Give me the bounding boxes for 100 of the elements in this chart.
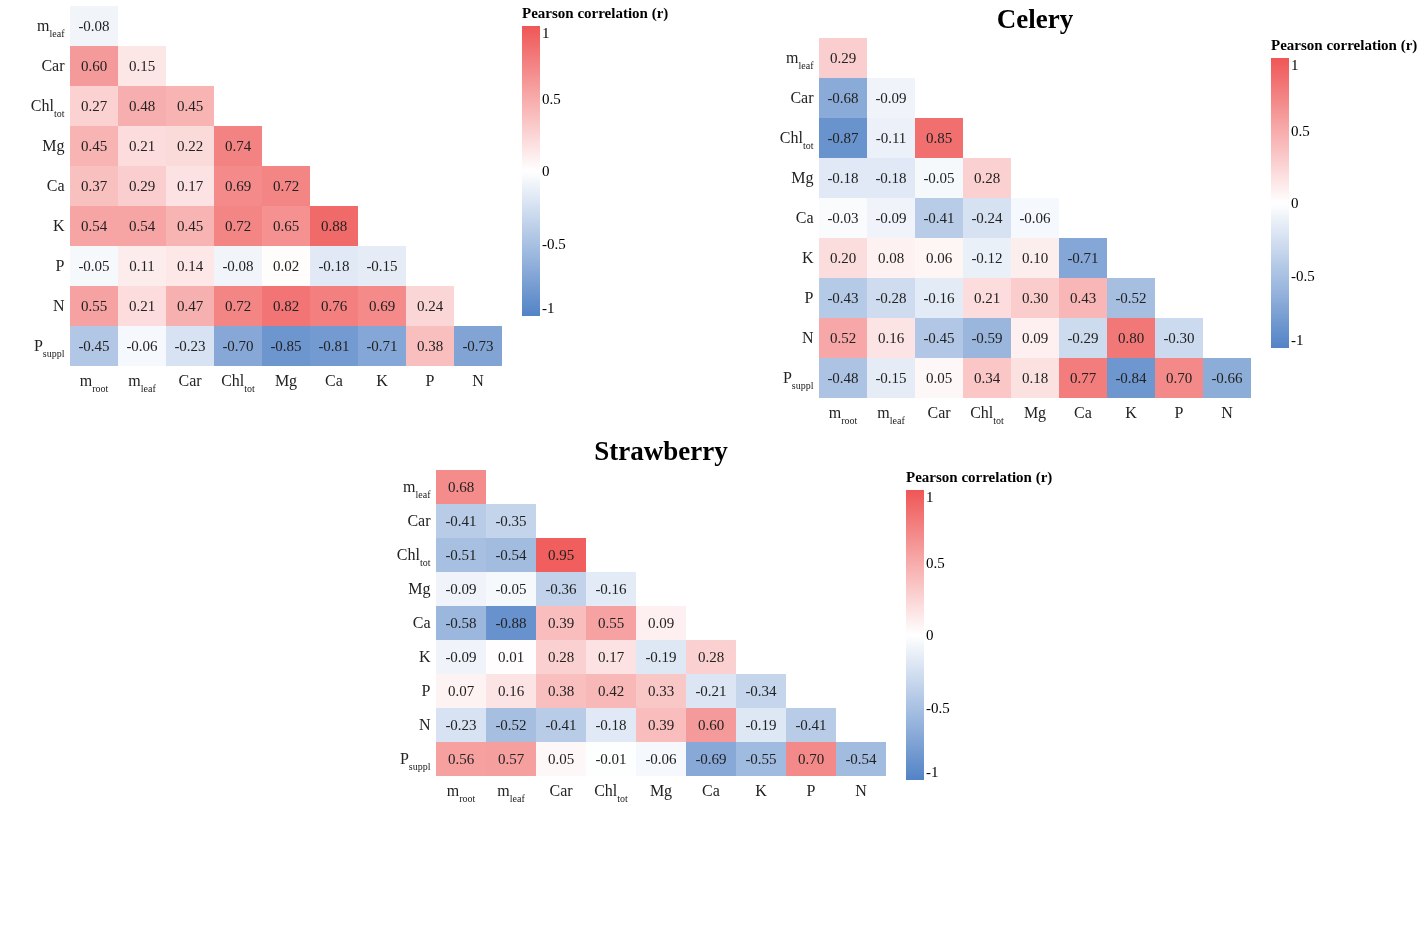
data-label: 0.18 <box>1021 370 1049 386</box>
data-label: -0.41 <box>444 513 477 529</box>
data-label: -0.43 <box>827 290 859 306</box>
y-tick-label: P$_{suppl}$ <box>399 750 431 772</box>
data-label: -0.45 <box>923 330 955 346</box>
data-label: -0.54 <box>494 547 527 563</box>
data-label: 0.17 <box>597 649 625 665</box>
data-label: -0.66 <box>1211 370 1244 386</box>
color-bar-label: -0.5 <box>925 699 950 716</box>
data-label: -0.08 <box>78 18 110 34</box>
data-label: -0.70 <box>222 338 254 354</box>
data-label: 0.17 <box>176 178 204 194</box>
color-bar-label: -0.5 <box>542 235 566 252</box>
y-tick-label: Chl$_{tot}$ <box>779 129 814 151</box>
data-label: 0.16 <box>497 683 525 699</box>
data-label: -0.23 <box>174 338 206 354</box>
x-tick-label: Car <box>548 781 573 799</box>
data-label: 0.54 <box>80 218 108 234</box>
y-tick-label: N <box>52 297 65 314</box>
color-bar-label: 0 <box>542 163 550 179</box>
x-tick-label: K <box>376 371 389 389</box>
data-label: 0.33 <box>647 683 674 699</box>
data-label: -0.58 <box>444 615 477 631</box>
data-label: -0.41 <box>794 717 827 733</box>
color-bar-label: 1 <box>1291 57 1299 73</box>
data-label: -0.08 <box>222 258 254 274</box>
data-label: -0.29 <box>1067 330 1099 346</box>
x-tick-label: m$_{leaf}$ <box>496 781 525 803</box>
y-tick-label: m$_{leaf}$ <box>402 478 431 500</box>
data-label: -0.09 <box>444 581 477 597</box>
data-label: 0.16 <box>877 330 905 346</box>
data-label: -0.18 <box>875 170 907 186</box>
data-label: 0.60 <box>697 717 724 733</box>
data-label: -0.05 <box>923 170 955 186</box>
data-label: 0.10 <box>1021 250 1049 266</box>
data-label: 0.28 <box>973 170 1001 186</box>
x-tick-label: m$_{leaf}$ <box>877 403 906 425</box>
x-tick-label: K <box>754 781 767 799</box>
y-tick-label: K <box>418 648 431 665</box>
y-tick-label: Mg <box>791 169 814 187</box>
data-label: 0.05 <box>547 751 574 767</box>
data-label: 0.21 <box>128 298 156 314</box>
data-label: 0.95 <box>547 547 574 563</box>
data-label: -0.34 <box>744 683 777 699</box>
y-tick-label: P$_{suppl}$ <box>33 337 65 359</box>
color-bar-label: -1 <box>1291 332 1304 348</box>
data-label: -0.87 <box>827 130 860 146</box>
data-label: 0.77 <box>1069 370 1097 386</box>
data-label: 0.15 <box>128 58 156 74</box>
data-label: -0.11 <box>875 130 907 146</box>
data-label: -0.18 <box>827 170 859 186</box>
data-label: 0.11 <box>129 258 155 274</box>
data-label: 0.06 <box>925 250 953 266</box>
data-label: -0.09 <box>875 90 907 106</box>
data-label: -0.55 <box>744 751 777 767</box>
y-tick-label: Car <box>41 57 66 74</box>
color-bar-label: 0 <box>925 627 933 643</box>
y-tick-label: P <box>804 289 814 306</box>
data-label: 0.69 <box>224 178 252 194</box>
y-tick-label: Ca <box>412 614 430 631</box>
data-label: -0.06 <box>126 338 159 354</box>
x-tick-label: Chl$_{tot}$ <box>221 371 256 393</box>
data-label: -0.52 <box>1115 290 1147 306</box>
y-tick-label: Car <box>790 89 815 106</box>
data-label: 0.38 <box>547 683 574 699</box>
data-label: 0.65 <box>272 218 300 234</box>
data-label: -0.24 <box>971 210 1004 226</box>
data-label: 0.43 <box>1069 290 1097 306</box>
color-bar-label: 0.5 <box>925 554 945 571</box>
data-label: 0.07 <box>447 683 475 699</box>
data-label: -0.85 <box>270 338 302 354</box>
x-tick-label: N <box>472 371 485 389</box>
data-label: -0.51 <box>444 547 477 563</box>
x-tick-label: K <box>1125 403 1138 421</box>
data-label: 0.60 <box>80 58 108 74</box>
data-label: 0.08 <box>877 250 905 266</box>
data-label: 0.70 <box>797 751 824 767</box>
data-label: -0.71 <box>1067 250 1099 266</box>
data-label: 0.37 <box>80 178 108 194</box>
data-label: 0.21 <box>973 290 1001 306</box>
color-bar-title: Pearson correlation (r) <box>522 5 669 22</box>
data-label: 0.29 <box>829 50 857 66</box>
data-label: 0.68 <box>447 479 474 495</box>
data-label: 0.72 <box>224 218 252 234</box>
data-label: 0.76 <box>320 298 348 314</box>
color-bar-label: 1 <box>542 25 550 41</box>
data-label: -0.15 <box>366 258 398 274</box>
data-label: -0.88 <box>494 615 527 631</box>
data-label: -0.06 <box>1019 210 1052 226</box>
data-label: 0.85 <box>925 130 953 146</box>
x-tick-label: m$_{leaf}$ <box>128 371 157 393</box>
color-bar-label: 0 <box>1291 195 1299 211</box>
data-label: 0.30 <box>1021 290 1049 306</box>
data-label: 0.74 <box>224 138 252 154</box>
data-label: -0.84 <box>1115 370 1148 386</box>
y-tick-label: P$_{suppl}$ <box>782 369 814 391</box>
data-label: -0.41 <box>544 717 577 733</box>
y-tick-label: K <box>801 249 814 266</box>
data-label: -0.21 <box>694 683 727 699</box>
y-tick-label: Mg <box>407 580 430 598</box>
